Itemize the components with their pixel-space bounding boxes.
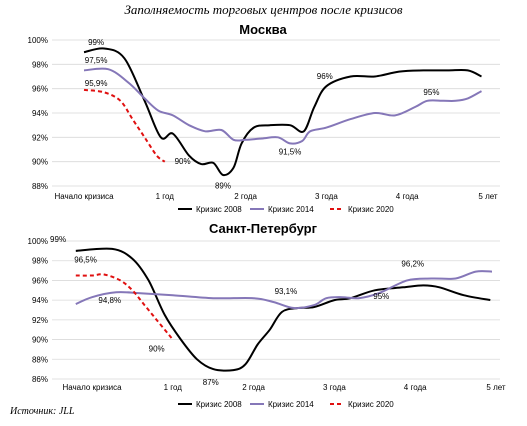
- data-label: 97,5%: [85, 56, 108, 65]
- x-tick-label: 2 года: [234, 192, 257, 201]
- x-tick-label: Начало кризиса: [54, 192, 114, 201]
- x-tick-label: 1 год: [156, 192, 175, 201]
- data-label: 89%: [215, 181, 231, 190]
- series-line: [75, 273, 174, 341]
- data-label: 95%: [373, 292, 389, 301]
- x-tick-label: 3 года: [323, 383, 346, 392]
- legend-label: Кризис 2008: [196, 205, 242, 214]
- y-tick-label: 92%: [32, 316, 48, 325]
- y-tick-label: 98%: [32, 257, 48, 266]
- data-label: 90%: [175, 157, 191, 166]
- y-tick-label: 88%: [32, 355, 48, 364]
- x-tick-label: 5 лет: [486, 383, 506, 392]
- data-label: 96,2%: [401, 260, 424, 269]
- data-label: 99%: [88, 38, 104, 47]
- y-tick-label: 96%: [32, 85, 48, 94]
- legend-label: Кризис 2020: [348, 205, 394, 214]
- legend-label: Кризис 2014: [268, 205, 314, 214]
- x-tick-label: Начало кризиса: [62, 383, 122, 392]
- legend-label: Кризис 2014: [268, 400, 314, 409]
- y-tick-label: 100%: [28, 237, 48, 246]
- x-tick-label: 4 года: [404, 383, 427, 392]
- data-label: 91,5%: [279, 147, 302, 156]
- x-tick-label: 1 год: [164, 383, 183, 392]
- series-line: [75, 270, 493, 310]
- y-tick-label: 100%: [28, 36, 48, 45]
- y-tick-label: 88%: [32, 182, 48, 191]
- source-note: Источник: JLL: [10, 406, 75, 417]
- x-tick-label: 5 лет: [478, 192, 498, 201]
- figure-title: Заполняемость торговых центров после кри…: [124, 2, 403, 17]
- y-tick-label: 90%: [32, 158, 48, 167]
- legend-label: Кризис 2008: [196, 400, 242, 409]
- data-label: 87%: [203, 378, 219, 387]
- y-tick-label: 94%: [32, 296, 48, 305]
- x-tick-label: 4 года: [396, 192, 419, 201]
- data-label: 94,8%: [98, 296, 121, 305]
- y-tick-label: 92%: [32, 133, 48, 142]
- data-label: 90%: [149, 344, 165, 353]
- y-tick-label: 90%: [32, 336, 48, 345]
- data-label: 93,1%: [275, 287, 298, 296]
- data-label: 95%: [423, 88, 439, 97]
- series-line: [83, 88, 166, 163]
- x-tick-label: 3 года: [315, 192, 338, 201]
- data-label: 96%: [317, 72, 333, 81]
- y-tick-label: 96%: [32, 276, 48, 285]
- legend-label: Кризис 2020: [348, 400, 394, 409]
- series-line: [75, 247, 491, 372]
- x-tick-label: 2 года: [242, 383, 265, 392]
- data-label: 96,5%: [74, 256, 97, 265]
- data-label: 99%: [50, 235, 66, 244]
- data-label: 95,9%: [85, 79, 108, 88]
- y-tick-label: 94%: [32, 109, 48, 118]
- series-line: [83, 47, 482, 177]
- chart-title: Санкт-Петербург: [209, 221, 318, 236]
- chart-title: Москва: [239, 22, 287, 37]
- series-line: [83, 67, 482, 145]
- y-tick-label: 98%: [32, 60, 48, 69]
- y-tick-label: 86%: [32, 375, 48, 384]
